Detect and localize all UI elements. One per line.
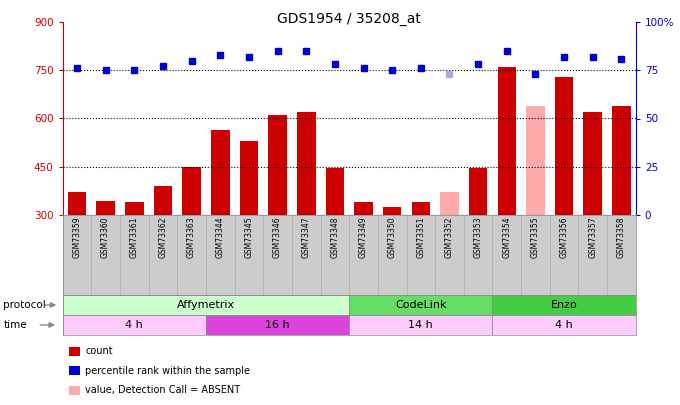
Bar bbox=[383, 207, 401, 215]
Text: GSM73349: GSM73349 bbox=[359, 217, 368, 258]
Text: GSM73362: GSM73362 bbox=[158, 217, 167, 258]
Text: GSM73351: GSM73351 bbox=[416, 217, 425, 258]
Bar bbox=[63, 295, 350, 315]
Text: Affymetrix: Affymetrix bbox=[177, 300, 235, 310]
Text: GSM73359: GSM73359 bbox=[72, 217, 82, 258]
Text: GDS1954 / 35208_at: GDS1954 / 35208_at bbox=[277, 12, 421, 26]
Text: GSM73357: GSM73357 bbox=[588, 217, 597, 258]
Text: time: time bbox=[3, 320, 27, 330]
Bar bbox=[498, 67, 516, 215]
Text: GSM73353: GSM73353 bbox=[474, 217, 483, 258]
Bar bbox=[97, 200, 115, 215]
Bar bbox=[411, 202, 430, 215]
Bar bbox=[182, 167, 201, 215]
Bar bbox=[555, 77, 573, 215]
Text: GSM73354: GSM73354 bbox=[503, 217, 511, 258]
Text: CodeLink: CodeLink bbox=[395, 300, 447, 310]
Text: GSM73347: GSM73347 bbox=[302, 217, 311, 258]
Bar bbox=[440, 192, 459, 215]
Bar bbox=[125, 202, 143, 215]
Text: GSM73361: GSM73361 bbox=[130, 217, 139, 258]
Bar bbox=[154, 186, 172, 215]
Bar bbox=[239, 141, 258, 215]
Bar bbox=[326, 168, 344, 215]
Bar bbox=[63, 315, 206, 335]
Bar bbox=[492, 295, 636, 315]
Bar bbox=[354, 202, 373, 215]
Bar bbox=[469, 168, 488, 215]
Text: protocol: protocol bbox=[3, 300, 46, 310]
Text: 4 h: 4 h bbox=[125, 320, 143, 330]
Text: GSM73344: GSM73344 bbox=[216, 217, 224, 258]
Text: GSM73363: GSM73363 bbox=[187, 217, 196, 258]
Bar bbox=[492, 315, 636, 335]
Text: percentile rank within the sample: percentile rank within the sample bbox=[85, 366, 250, 376]
Text: GSM73350: GSM73350 bbox=[388, 217, 396, 258]
Text: 4 h: 4 h bbox=[556, 320, 573, 330]
Text: 14 h: 14 h bbox=[409, 320, 433, 330]
Text: GSM73356: GSM73356 bbox=[560, 217, 568, 258]
Text: GSM73346: GSM73346 bbox=[273, 217, 282, 258]
Text: Enzo: Enzo bbox=[551, 300, 577, 310]
Bar bbox=[206, 315, 350, 335]
Text: 16 h: 16 h bbox=[265, 320, 290, 330]
Text: GSM73355: GSM73355 bbox=[531, 217, 540, 258]
Text: GSM73348: GSM73348 bbox=[330, 217, 339, 258]
Bar bbox=[268, 115, 287, 215]
Bar bbox=[583, 112, 602, 215]
Bar bbox=[67, 192, 86, 215]
Text: GSM73345: GSM73345 bbox=[244, 217, 254, 258]
Bar bbox=[350, 315, 492, 335]
Text: count: count bbox=[85, 346, 113, 356]
Text: GSM73358: GSM73358 bbox=[617, 217, 626, 258]
Bar bbox=[297, 112, 316, 215]
Text: GSM73352: GSM73352 bbox=[445, 217, 454, 258]
Bar bbox=[211, 130, 230, 215]
Text: value, Detection Call = ABSENT: value, Detection Call = ABSENT bbox=[85, 385, 240, 395]
Bar bbox=[612, 106, 631, 215]
Text: GSM73360: GSM73360 bbox=[101, 217, 110, 258]
Bar bbox=[350, 295, 492, 315]
Bar bbox=[526, 106, 545, 215]
